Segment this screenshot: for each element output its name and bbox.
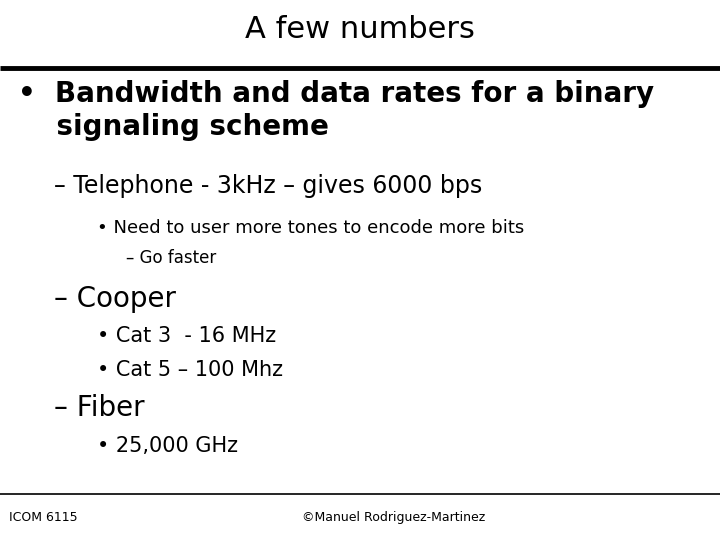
Text: – Cooper: – Cooper: [54, 285, 176, 313]
Text: ©Manuel Rodriguez-Martinez: ©Manuel Rodriguez-Martinez: [302, 511, 486, 524]
Text: • Cat 3  - 16 MHz: • Cat 3 - 16 MHz: [97, 326, 276, 347]
Text: • Need to user more tones to encode more bits: • Need to user more tones to encode more…: [97, 219, 524, 238]
Text: •  Bandwidth and data rates for a binary
    signaling scheme: • Bandwidth and data rates for a binary …: [18, 80, 654, 141]
Text: – Telephone - 3kHz – gives 6000 bps: – Telephone - 3kHz – gives 6000 bps: [54, 174, 482, 198]
Text: – Fiber: – Fiber: [54, 394, 145, 422]
Text: – Go faster: – Go faster: [126, 248, 216, 267]
Text: • 25,000 GHz: • 25,000 GHz: [97, 435, 238, 456]
Text: ICOM 6115: ICOM 6115: [9, 511, 77, 524]
Text: A few numbers: A few numbers: [245, 15, 475, 44]
Text: • Cat 5 – 100 Mhz: • Cat 5 – 100 Mhz: [97, 360, 283, 380]
